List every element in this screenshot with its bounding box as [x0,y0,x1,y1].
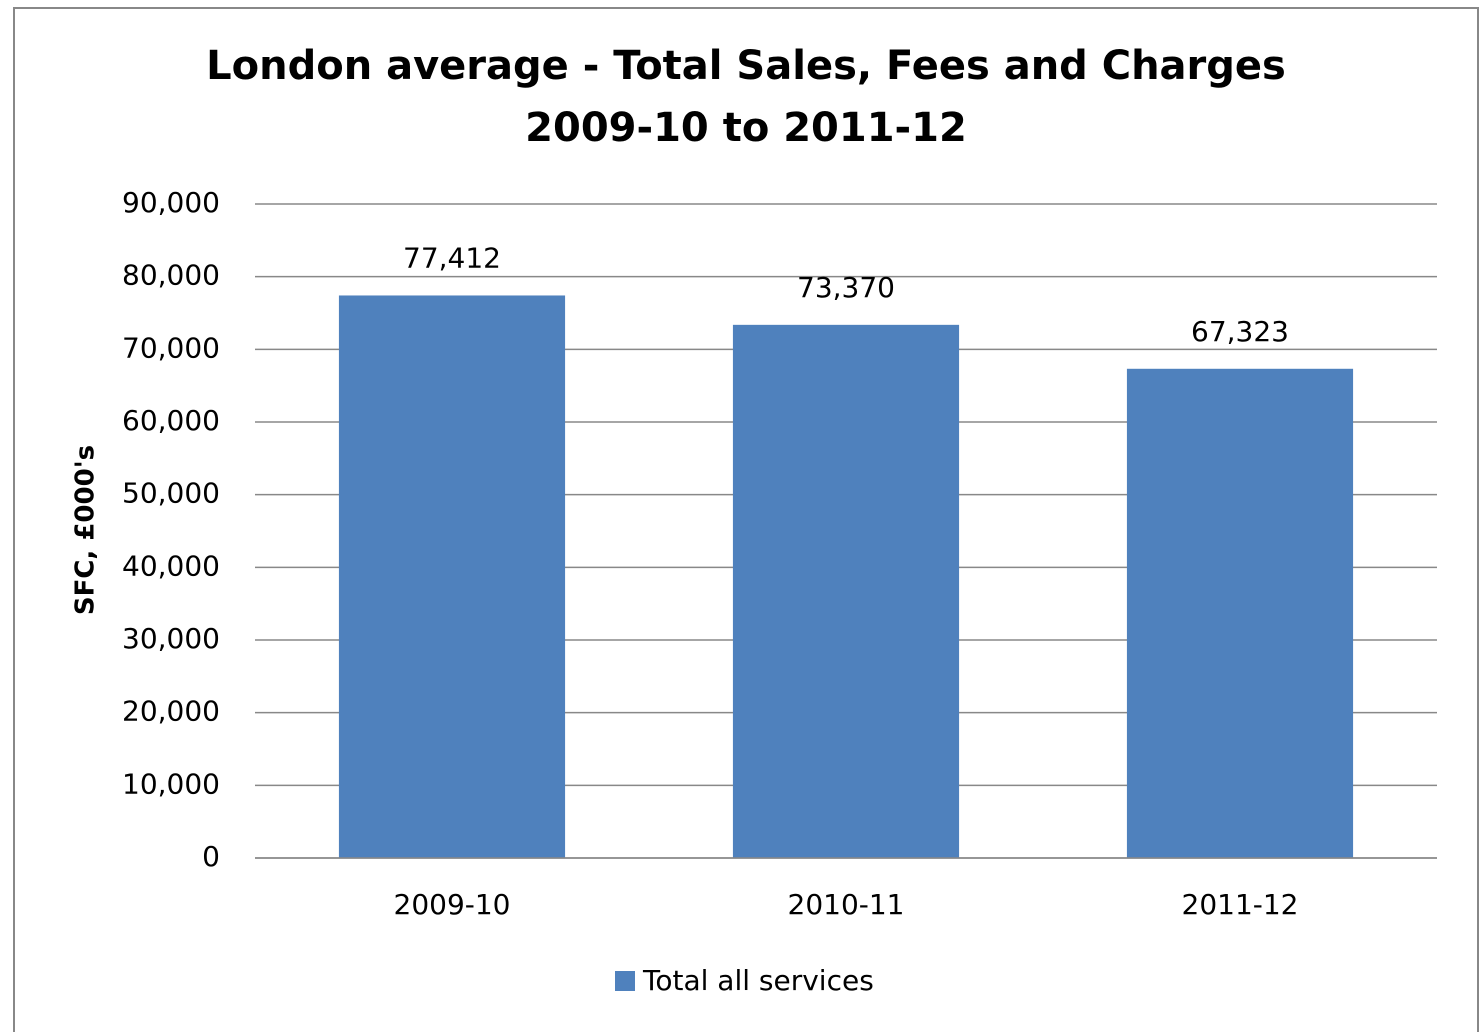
data-label: 73,370 [797,271,895,304]
y-tick-label: 80,000 [122,259,220,292]
y-tick-label: 10,000 [122,767,220,800]
y-tick-label: 20,000 [122,695,220,728]
y-axis-label: SFC, £000's [71,445,101,615]
y-tick-label: 30,000 [122,622,220,655]
chart-title: London average - Total Sales, Fees and C… [206,43,1286,89]
bar [1126,368,1354,858]
y-tick-label: 50,000 [122,477,220,510]
data-label: 77,412 [403,241,501,274]
bar [732,324,960,858]
bar [338,295,566,859]
x-tick-label: 2009-10 [394,888,511,921]
y-tick-label: 0 [202,840,220,873]
chart-title: 2009-10 to 2011-12 [525,105,967,151]
legend-label: Total all services [642,964,874,997]
y-tick-label: 90,000 [122,186,220,219]
y-tick-label: 60,000 [122,404,220,437]
y-tick-label: 70,000 [122,331,220,364]
y-tick-label: 40,000 [122,549,220,582]
legend-swatch [615,971,635,991]
data-label: 67,323 [1191,315,1289,348]
x-tick-label: 2010-11 [788,888,905,921]
x-tick-label: 2011-12 [1182,888,1299,921]
